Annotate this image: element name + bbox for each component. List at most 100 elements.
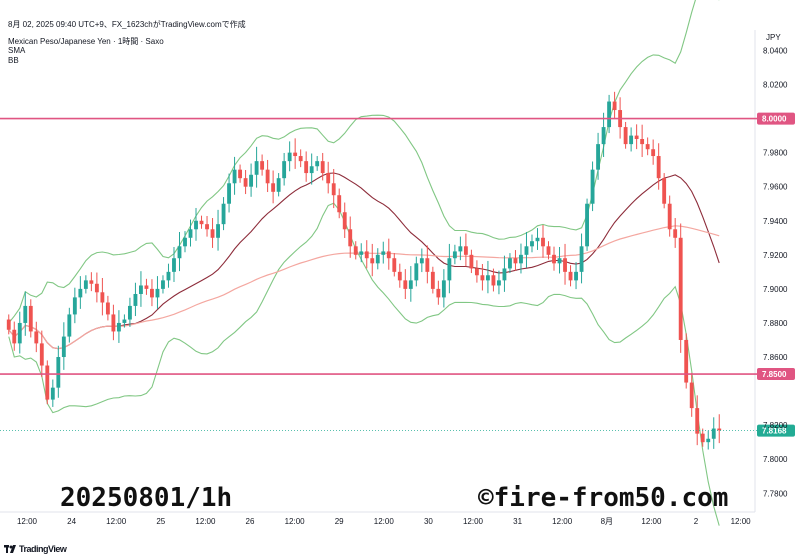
time-tick-label: 12:00 xyxy=(106,517,127,526)
candle-body xyxy=(61,336,66,358)
candle-body xyxy=(188,229,193,238)
candle-body xyxy=(89,280,94,284)
time-tick-label: 31 xyxy=(513,517,522,526)
candle-body xyxy=(331,183,336,196)
candle-body xyxy=(227,183,231,204)
candle-body xyxy=(199,220,204,225)
horizontal-lines[interactable]: 8.0000 7.8500 7.8168 xyxy=(0,112,795,437)
bb-lower-line xyxy=(8,202,720,526)
candle-body xyxy=(425,258,430,272)
time-tick-label: 8月 xyxy=(601,517,613,526)
candle-body xyxy=(105,302,110,315)
price-tick-label: 7.8000 xyxy=(763,455,788,464)
time-tick-label: 24 xyxy=(67,517,76,526)
candle-body xyxy=(612,101,617,111)
candle-body xyxy=(463,246,468,255)
candle-body xyxy=(392,258,397,272)
candle-body xyxy=(183,237,187,247)
candle-body xyxy=(221,203,226,225)
price-tick-label: 7.9800 xyxy=(763,149,788,158)
time-tick-label: 12:00 xyxy=(463,517,484,526)
candle-body xyxy=(304,161,309,174)
tradingview-footer[interactable]: TradingView xyxy=(4,544,67,554)
price-tick-label: 7.9600 xyxy=(763,183,788,192)
chart-credit: 8月 02, 2025 09:40 UTC+9、FX_1623chがTradin… xyxy=(8,20,246,29)
candle-body xyxy=(72,297,77,315)
price-tick-label: 7.8200 xyxy=(763,421,788,430)
candle-body xyxy=(116,322,121,332)
candle-body xyxy=(447,258,452,281)
candle-body xyxy=(585,203,589,247)
candle-body xyxy=(623,127,628,145)
candle-body xyxy=(634,135,639,140)
time-tick-label: 26 xyxy=(246,517,255,526)
candle-body xyxy=(238,169,243,179)
copyright-watermark: ©fire-from50.com xyxy=(478,483,728,513)
horizontal-line-badge xyxy=(757,112,795,125)
price-axis[interactable]: 8.0400 8.0200 7.9800 7.9600 7.9400 7.9200 7.90… xyxy=(763,46,788,498)
price-tick-label: 7.9200 xyxy=(763,251,788,260)
candle-body xyxy=(67,314,72,337)
candle-body xyxy=(122,319,127,323)
candle-body xyxy=(34,331,39,344)
candle-body xyxy=(205,224,209,230)
sma-indicator-label[interactable]: SMA xyxy=(8,46,26,55)
candle-body xyxy=(629,135,634,145)
time-tick-label: 12:00 xyxy=(195,517,216,526)
candle-body xyxy=(706,438,711,443)
candle-body xyxy=(535,237,540,242)
candle-body xyxy=(155,288,160,298)
candle-body xyxy=(469,254,474,269)
candle-body xyxy=(232,169,237,184)
candle-body xyxy=(574,271,578,281)
candle-body xyxy=(364,251,369,259)
candle-body xyxy=(50,387,55,400)
candle-body xyxy=(508,258,512,269)
candle-body xyxy=(557,258,562,264)
candle-body xyxy=(161,280,165,289)
candle-body xyxy=(497,280,501,286)
bollinger-bands xyxy=(8,0,720,526)
candle-body xyxy=(353,246,358,255)
tradingview-brand: TradingView xyxy=(19,544,67,554)
candle-body xyxy=(386,251,391,259)
candle-body xyxy=(249,174,254,187)
candle-body xyxy=(39,343,44,366)
time-axis[interactable]: 12:00 24 12:00 25 12:00 26 12:00 29 12:00 30 12:00… xyxy=(17,517,751,526)
candle-body xyxy=(711,428,716,439)
time-tick-label: 29 xyxy=(335,517,344,526)
sma-line xyxy=(8,225,720,350)
bb-indicator-label[interactable]: BB xyxy=(8,56,19,65)
candle-body xyxy=(568,271,573,281)
candle-body xyxy=(530,241,534,247)
candle-body xyxy=(78,288,83,298)
price-tick-label: 8.0200 xyxy=(763,81,788,90)
candle-body xyxy=(579,246,584,272)
horizontal-line-price: 8.0000 xyxy=(762,115,787,124)
horizontal-line-badge xyxy=(757,368,795,381)
last-price-label: 7.8168 xyxy=(762,427,787,436)
candle-body xyxy=(210,229,215,238)
candle-body xyxy=(667,203,672,230)
candle-body xyxy=(23,305,28,323)
candle-body xyxy=(320,161,325,174)
candle-body xyxy=(695,408,700,434)
candle-body xyxy=(689,382,694,409)
price-tick-label: 7.8600 xyxy=(763,353,788,362)
candle-body xyxy=(298,156,303,162)
candle-body xyxy=(403,280,408,289)
time-tick-label: 12:00 xyxy=(17,517,38,526)
candle-body xyxy=(408,280,413,289)
candle-body xyxy=(519,254,523,264)
price-tick-label: 7.7800 xyxy=(763,489,788,498)
candle-body xyxy=(359,251,364,255)
time-tick-label: 30 xyxy=(424,517,433,526)
candle-body xyxy=(485,275,490,281)
candle-body xyxy=(678,237,683,340)
candle-body xyxy=(430,271,435,289)
time-tick-label: 12:00 xyxy=(285,517,306,526)
symbol-title[interactable]: Mexican Peso/Japanese Yen · 1時間 · Saxo xyxy=(8,37,164,46)
candle-body xyxy=(563,258,567,272)
candle-body xyxy=(524,246,529,255)
